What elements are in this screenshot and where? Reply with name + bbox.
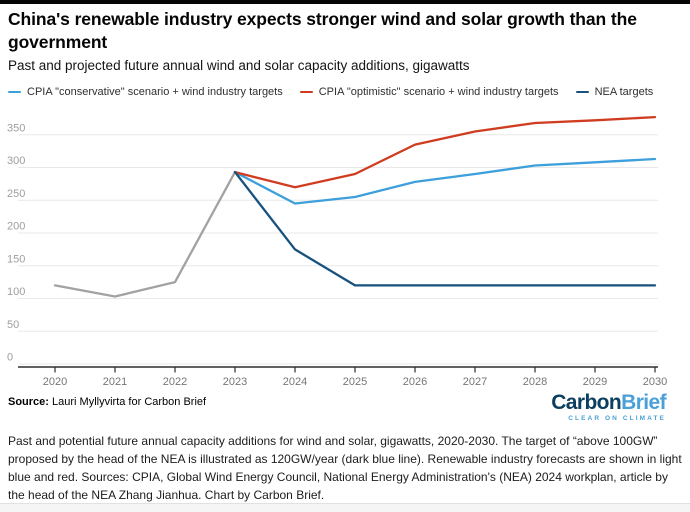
legend-item-conservative: CPIA "conservative" scenario + wind indu… [8,86,283,98]
series-line-historical [53,170,237,298]
source-note: Source: Lauri Myllyvirta for Carbon Brie… [8,396,206,408]
x-axis-tick-label: 2026 [403,376,427,388]
x-axis-tick-label: 2021 [103,376,127,388]
series-line-cpia-conservative [233,157,657,205]
x-axis-tick-label: 2029 [583,376,607,388]
line-chart: 0 50 100 150 200 250 300 350 2020 2021 2022 2023 202… [0,96,690,392]
x-axis-tick-label: 2024 [283,376,307,388]
y-axis-tick-label: 150 [7,253,25,265]
x-axis-tick-label: 2028 [523,376,547,388]
logo-brief-text: Brief [621,391,666,414]
line-chart-svg: 0 50 100 150 200 250 300 350 2020 2021 2022 2023 202… [7,115,667,388]
y-axis-tick-label: 200 [7,221,25,233]
series-line-cpia-optimistic [233,115,657,189]
logo-carbon-text: Carbon [551,391,622,414]
legend-label-conservative: CPIA "conservative" scenario + wind indu… [27,86,283,98]
chart-title: China's renewable industry expects stron… [8,9,637,53]
legend-label-optimistic: CPIA "optimistic" scenario + wind indust… [318,86,559,98]
y-axis-tick-label: 100 [7,286,25,298]
x-axis-tick-label: 2023 [223,376,247,388]
legend-swatch-conservative-icon [8,90,21,94]
x-axis-tick-label: 2022 [163,376,187,388]
y-axis-tick-label: 0 [7,352,13,364]
x-axis-tick-label: 2030 [643,376,667,388]
legend-swatch-nea-icon [575,90,589,94]
x-axis-tick-label: 2025 [343,376,367,388]
y-axis-tick-label: 350 [7,122,25,134]
chart-caption: Past and potential future annual capacit… [8,434,682,502]
x-axis-tick-label: 2027 [463,376,487,388]
y-axis-tick-label: 300 [7,155,25,167]
top-accent-bar [0,0,690,4]
carbonbrief-wordmark: CarbonBrief [551,392,666,413]
legend-label-nea: NEA targets [594,86,654,98]
logo-tagline: CLEAR ON CLIMATE [568,415,666,422]
y-axis-tick-label: 50 [7,319,19,331]
carbonbrief-logo: CarbonBrief CLEAR ON CLIMATE [551,392,666,423]
bottom-strip [0,503,690,512]
chart-legend: CPIA "conservative" scenario + wind indu… [8,84,684,100]
legend-item-optimistic: CPIA "optimistic" scenario + wind indust… [299,86,559,98]
legend-item-nea: NEA targets [575,86,654,98]
y-axis-tick-label: 250 [7,188,25,200]
legend-swatch-optimistic-icon [299,90,313,94]
source-text: Lauri Myllyvirta for Carbon Brief [48,396,207,408]
x-axis-tick-label: 2020 [43,376,67,388]
series-line-nea-targets [233,170,657,287]
chart-subtitle: Past and projected future annual wind an… [8,58,470,73]
source-label: Source: [8,396,49,408]
